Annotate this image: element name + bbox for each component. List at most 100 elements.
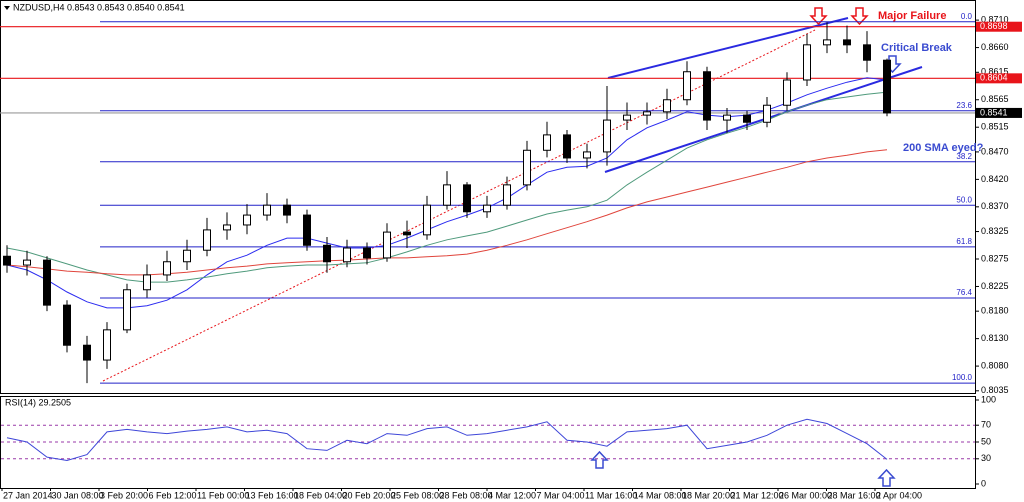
candle-body	[423, 204, 431, 236]
rsi-tick-label: 30	[981, 453, 991, 463]
x-tick-label: 25 Feb 08:00	[391, 490, 444, 500]
candle-body	[163, 261, 171, 276]
candle-body	[603, 119, 611, 153]
candle-body	[283, 204, 291, 216]
channel-upper	[607, 17, 849, 79]
x-tick-label: 30 Jan 08:00	[52, 490, 104, 500]
y-tick-label: 0.8275	[981, 253, 1009, 263]
candle-body	[843, 39, 851, 46]
y-tick-label: 0.8615	[981, 67, 1009, 77]
rsi-title: RSI(14) 29.2505	[5, 397, 71, 407]
candle-body	[583, 151, 591, 159]
candle-body	[723, 114, 731, 121]
candle-body	[623, 114, 631, 121]
candle-body	[203, 229, 211, 251]
price-badge	[976, 21, 1022, 32]
down-arrow	[850, 7, 869, 26]
fib-label: 0.0	[961, 12, 973, 21]
candle-body	[543, 134, 551, 151]
candle-body	[483, 204, 491, 213]
candle-body	[23, 259, 31, 266]
y-tick-label: 0.8370	[981, 201, 1009, 211]
candle-body	[43, 259, 51, 306]
candle-body	[303, 214, 311, 246]
y-tick-label: 0.8225	[981, 281, 1009, 291]
candle-body	[763, 104, 771, 123]
x-tick-label: 11 Mar 16:00	[585, 490, 637, 500]
moving-average	[6, 91, 888, 283]
header: NZDUSD,H4 0.8543 0.8543 0.8540 0.8541	[13, 2, 185, 12]
candle-body	[343, 247, 351, 263]
candle-body	[743, 114, 751, 123]
rsi-tick-label: 100	[981, 394, 996, 404]
x-tick-label: 4 Mar 12:00	[488, 490, 536, 500]
candle-body	[803, 44, 811, 81]
fib-label: 61.8	[956, 237, 972, 246]
x-tick-label: 14 Mar 08:00	[634, 490, 687, 500]
x-tick-label: 11 Feb 00:00	[197, 490, 249, 500]
y-tick-label: 0.8565	[981, 94, 1009, 104]
fib-label: 100.0	[952, 373, 973, 382]
x-tick-label: 28 Mar 16:00	[828, 490, 881, 500]
x-tick-label: 6 Feb 12:00	[149, 490, 197, 500]
candle-body	[383, 231, 391, 259]
candle-body	[143, 274, 151, 291]
candle-body	[663, 99, 671, 113]
candle-body	[863, 44, 871, 61]
candle-body	[363, 247, 371, 259]
price-badge	[976, 107, 1022, 118]
fib-label: 23.6	[956, 101, 972, 110]
y-tick-label: 0.8180	[981, 306, 1009, 316]
y-tick-label: 0.8710	[981, 14, 1009, 24]
x-tick-label: 28 Feb 08:00	[440, 490, 493, 500]
rsi-line	[6, 418, 888, 462]
fib-label: 50.0	[956, 195, 972, 204]
candle-body	[323, 244, 331, 263]
candle-body	[403, 231, 411, 236]
up-arrow	[590, 450, 609, 469]
y-tick-label: 0.8515	[981, 122, 1009, 132]
up-arrow	[877, 468, 896, 487]
fib-label: 38.2	[956, 152, 972, 161]
price-badge-label: 0.8698	[980, 21, 1008, 31]
rsi-tick-label: 0	[981, 478, 986, 488]
candle-body	[443, 184, 451, 206]
rsi-tick-label: 70	[981, 420, 991, 430]
candle-body	[103, 329, 111, 361]
candle-body	[463, 184, 471, 213]
candle-body	[83, 344, 91, 361]
x-tick-label: 21 Mar 12:00	[731, 490, 784, 500]
price-badge	[976, 73, 1022, 84]
y-tick-label: 0.8325	[981, 226, 1009, 236]
candle-body	[183, 249, 191, 263]
price-badge-label: 0.8541	[980, 107, 1008, 117]
moving-average	[6, 77, 888, 309]
main-panel	[0, 0, 976, 394]
fib-label: 76.4	[956, 288, 972, 297]
y-tick-label: 0.8035	[981, 385, 1009, 395]
price-badge-label: 0.8604	[980, 73, 1008, 83]
menu-triangle[interactable]	[4, 6, 10, 10]
x-tick-label: 18 Feb 04:00	[294, 490, 347, 500]
x-tick-label: 27 Jan 2014	[3, 490, 53, 500]
y-tick-label: 0.8130	[981, 333, 1009, 343]
candle-body	[703, 71, 711, 121]
candle-body	[243, 214, 251, 226]
annotation: Major Failure	[878, 10, 946, 22]
candle-body	[263, 204, 271, 216]
candle-body	[63, 304, 71, 346]
x-tick-label: 20 Feb 20:00	[343, 490, 396, 500]
moving-average	[6, 149, 888, 276]
y-tick-label: 0.8420	[981, 174, 1009, 184]
x-tick-label: 3 Feb 20:00	[100, 490, 148, 500]
candle-body	[783, 79, 791, 106]
x-tick-label: 2 Apr 04:00	[876, 490, 922, 500]
y-tick-label: 0.8660	[981, 42, 1009, 52]
candle-body	[823, 39, 831, 46]
annotation: Critical Break	[881, 42, 953, 54]
annotation: 200 SMA eyed?	[903, 142, 984, 154]
x-tick-label: 26 Mar 00:00	[779, 490, 832, 500]
candle-body	[503, 184, 511, 206]
